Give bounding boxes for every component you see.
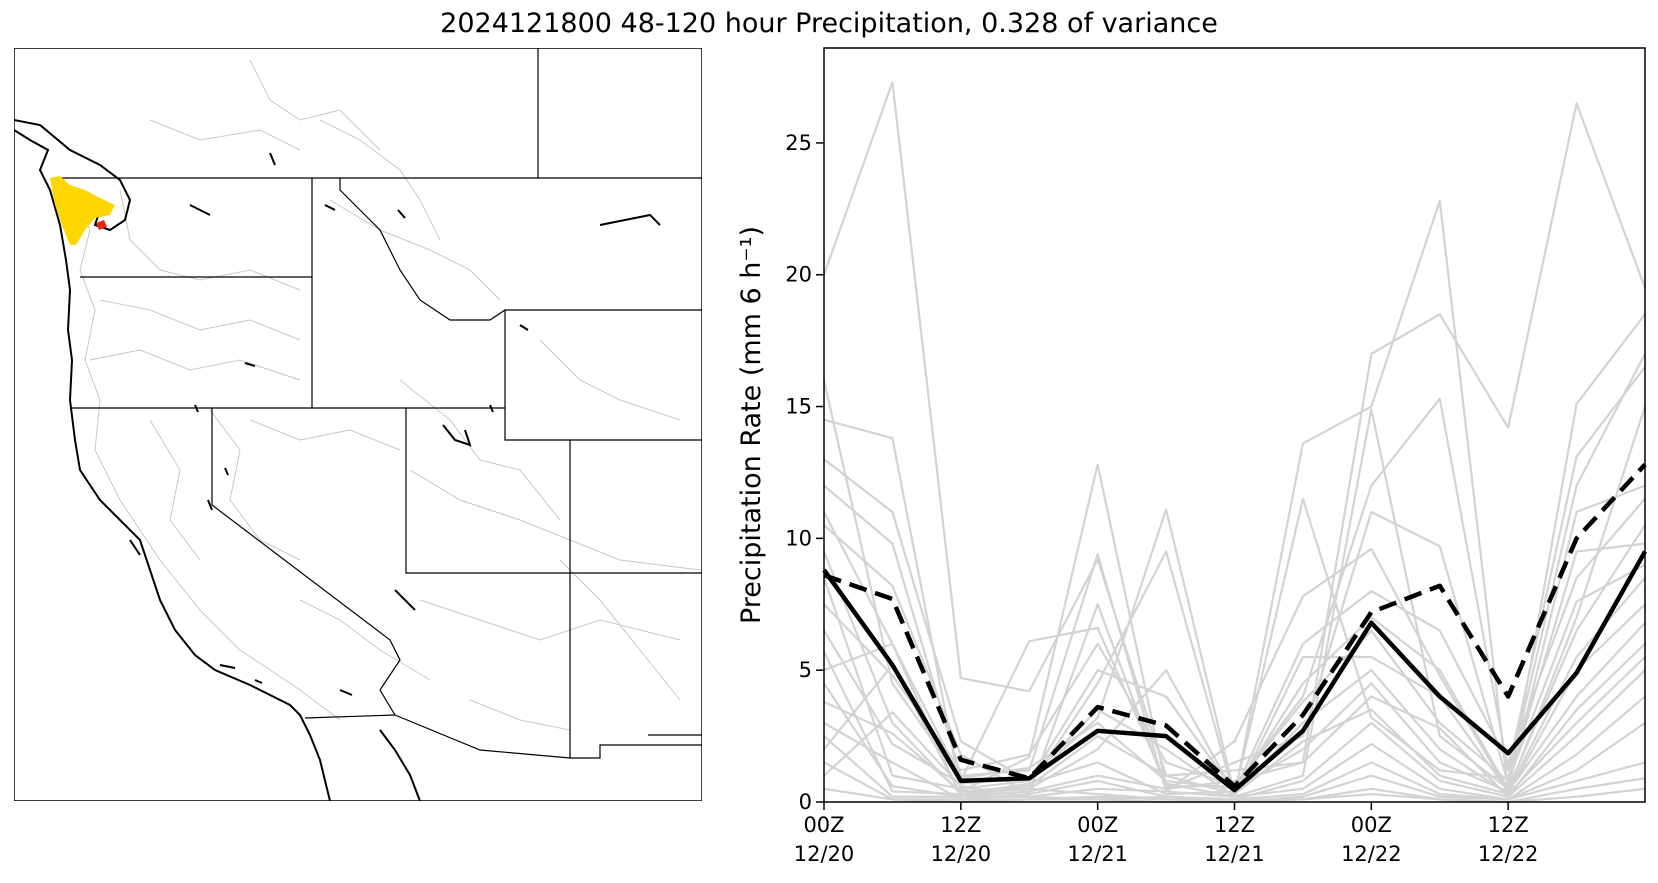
state-boundaries: [60, 48, 702, 759]
ensemble-line-6: [823, 510, 1646, 796]
x-tick-label-date: 12/20: [794, 842, 855, 866]
lakes: [129, 152, 661, 696]
x-tick-label-date: 12/21: [1067, 842, 1128, 866]
y-tick-label: 15: [785, 395, 812, 419]
x-tick-label-time: 00Z: [1077, 813, 1118, 837]
ensemble-line-14: [823, 656, 1646, 796]
main-series: [822, 463, 1647, 793]
y-tick-label: 10: [785, 526, 812, 550]
figure-title: 2024121800 48-120 hour Precipitation, 0.…: [440, 8, 1218, 39]
y-tick-label: 20: [785, 263, 812, 287]
x-tick-label-time: 00Z: [803, 813, 844, 837]
y-tick-label: 0: [799, 790, 812, 814]
ensemble-line-0: [822, 81, 1647, 777]
x-tick-label-date: 12/21: [1204, 842, 1265, 866]
dashed-series-line: [823, 463, 1647, 789]
ensemble-members: [822, 81, 1647, 804]
solid-series-line: [822, 550, 1647, 793]
y-axis: 0 5 10 15 20 25: [785, 131, 824, 814]
chart-frame: [823, 47, 1646, 803]
coastline-baja: [379, 729, 421, 801]
y-axis-label: Precipitation Rate (mm 6 h⁻¹): [736, 226, 767, 624]
x-tick-label-time: 12Z: [940, 813, 981, 837]
y-tick-label: 5: [799, 658, 812, 682]
coastline: [14, 129, 331, 801]
x-tick-label-date: 12/22: [1341, 842, 1402, 866]
x-tick-label-date: 12/22: [1478, 842, 1539, 866]
x-axis: 00Z 12/20 12Z 12/20 00Z 12/21 12Z 12/21 00Z 12/22…: [794, 802, 1539, 866]
x-tick-label-time: 12Z: [1488, 813, 1529, 837]
x-tick-label-time: 00Z: [1351, 813, 1392, 837]
x-tick-label-date: 12/20: [931, 842, 992, 866]
highlighted-subbasin: [96, 220, 107, 230]
x-tick-label-time: 12Z: [1214, 813, 1255, 837]
y-tick-label: 25: [785, 131, 812, 155]
basin-boundaries: [69, 59, 701, 731]
highlighted-basin: [50, 176, 115, 245]
